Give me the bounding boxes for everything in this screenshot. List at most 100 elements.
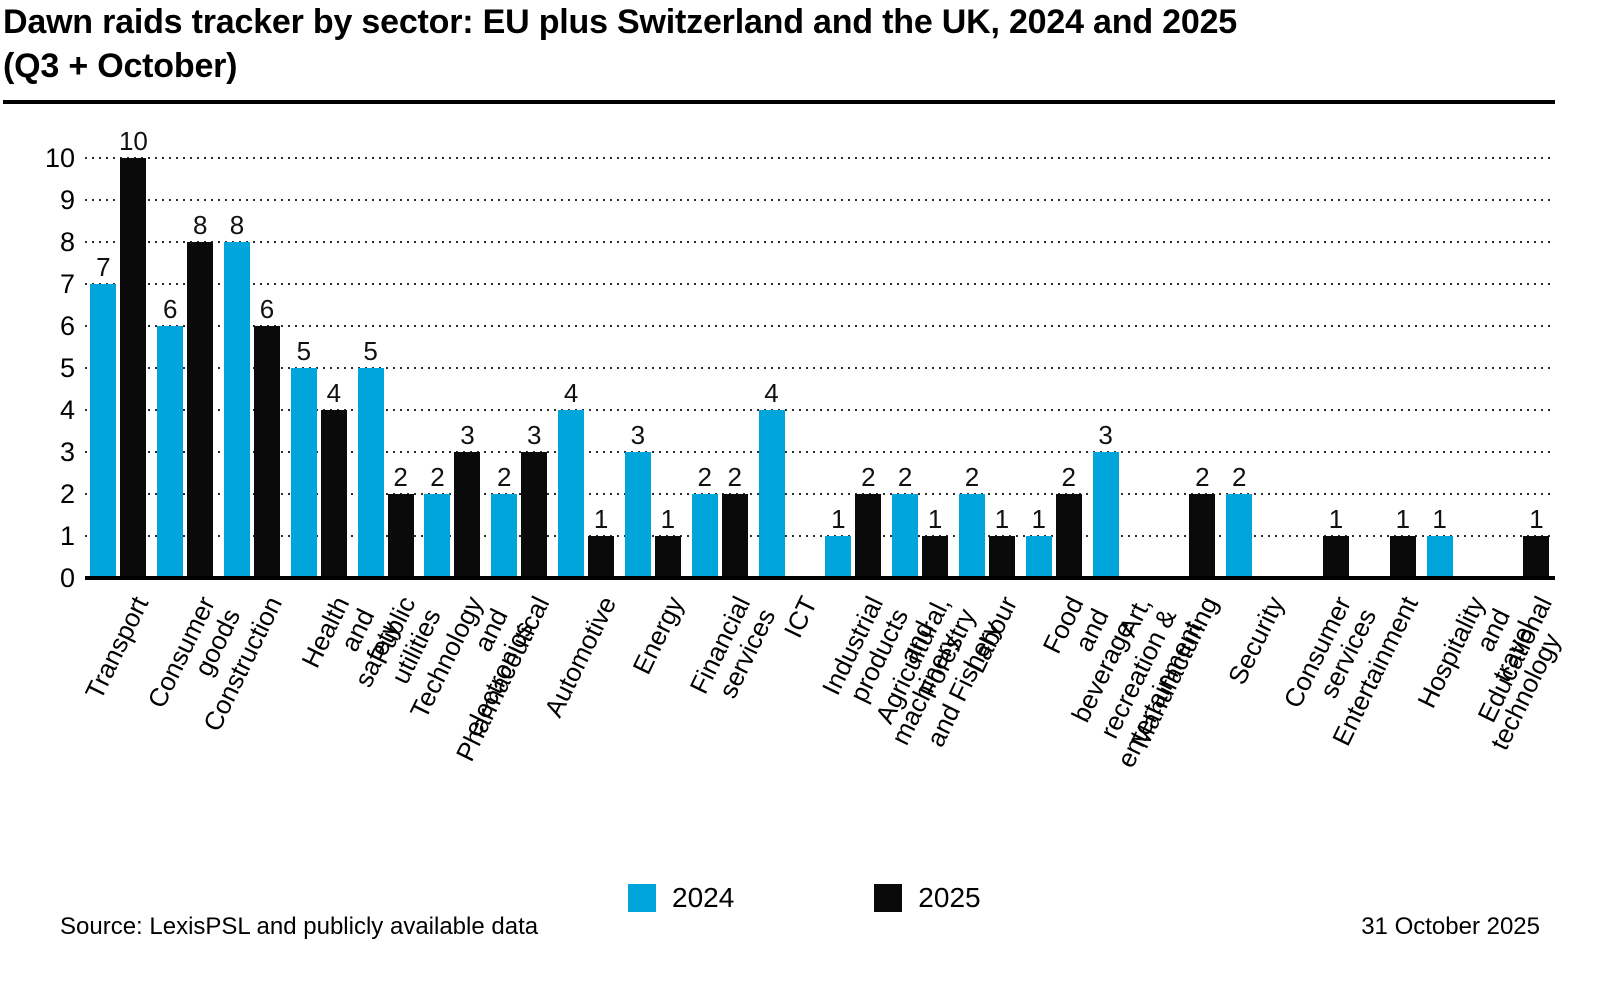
bar-2025: 10 [119, 127, 148, 578]
bar-2025: 1 [922, 505, 949, 578]
bar-value-label: 1 [831, 504, 846, 534]
category-slot: 8 6 Construction [197, 158, 288, 736]
bar-value-label: 5 [296, 336, 312, 366]
bar-2024: 1 [825, 505, 852, 578]
legend-swatch [874, 884, 903, 912]
category-slot: 2 Security [1221, 158, 1290, 689]
bar-2024: 2 [892, 463, 919, 578]
y-tick-label: 10 [44, 143, 75, 173]
bar-value-label: 10 [118, 126, 148, 156]
gridline [85, 451, 1555, 453]
bar-value-label: 2 [430, 462, 445, 492]
bar-2024: 5 [357, 337, 384, 578]
bar-2025: 1 [1323, 505, 1350, 578]
bar-groups: 7 10 Transport 6 8 Consumer goods 8 6 Constructi… [79, 127, 1566, 772]
gridline [85, 283, 1555, 285]
category-slot: 1 Consumer services [1278, 158, 1383, 713]
gridline [85, 241, 1555, 243]
bar-value-label: 2 [727, 462, 742, 492]
y-tick-label: 4 [59, 395, 75, 425]
bar-2024: 2 [1226, 463, 1253, 578]
bar-value-label: 2 [897, 462, 913, 492]
bar-2024: 2 [691, 463, 718, 578]
bar-value-label: 8 [192, 210, 208, 240]
y-tick-label: 6 [59, 311, 75, 341]
category-slot: 4 ICT [753, 158, 823, 642]
bar-2025: 2 [855, 463, 882, 578]
legend-label: 2024 [672, 882, 735, 913]
bar-2024: 4 [758, 379, 785, 578]
y-tick-label: 8 [59, 227, 75, 257]
bar-value-label: 1 [927, 504, 943, 534]
category-slot: 2 1 Labour [954, 158, 1023, 677]
legend-item-2024: 2024 [628, 882, 734, 914]
bar-pair: 1 [1488, 158, 1555, 578]
date-text: 31 October 2025 [1361, 913, 1540, 940]
bar-2024: 2 [491, 463, 518, 578]
category-slot: 1 Hospitality and travel technology [1411, 158, 1566, 755]
plot-area: 0 1 2 3 4 5 6 7 8 9 10 7 10 Transport 6 8 Consumer good… [45, 127, 1566, 772]
bar-value-label: 1 [1031, 504, 1047, 534]
category-slot: 1 Entertainment [1326, 158, 1424, 750]
y-tick-label: 2 [59, 479, 75, 509]
bar-2025: 2 [721, 463, 748, 578]
bar-2024: 7 [90, 253, 117, 578]
category-slot: 3 Art, recreation & entertainment [1087, 158, 1207, 772]
bar-2025: 4 [320, 379, 347, 578]
bar-pair: 1 [1354, 158, 1421, 578]
category-slot: 6 8 Consumer goods [142, 158, 247, 713]
bar-2025: 3 [521, 421, 548, 578]
gridline [85, 325, 1555, 327]
legend: 2024 2025 [628, 882, 981, 914]
bar-2025: 1 [588, 505, 615, 578]
bar-value-label: 2 [861, 462, 876, 492]
bar-pair: 2 [1154, 158, 1221, 578]
bar-value-label: 2 [497, 462, 512, 492]
category-slot: 2 2 Financial services [683, 158, 781, 703]
gridline [85, 367, 1555, 369]
x-axis-label: Security [1222, 591, 1291, 690]
bar-value-label: 2 [1061, 462, 1077, 492]
bar-value-label: 3 [527, 420, 542, 450]
bar-2024: 3 [1092, 421, 1119, 578]
x-axis-label: ICT [777, 591, 823, 643]
bar-2024: 1 [1025, 505, 1052, 578]
legend-label: 2025 [918, 882, 981, 913]
bar-2025: 2 [1055, 463, 1082, 578]
y-tick-label: 9 [59, 185, 75, 215]
bar-value-label: 1 [1395, 504, 1411, 534]
bar-value-label: 3 [1098, 420, 1113, 450]
bar-2025: 6 [254, 295, 281, 578]
bar-value-label: 1 [994, 504, 1010, 534]
bar-value-label: 4 [764, 378, 779, 408]
bar-2025: 1 [988, 505, 1015, 578]
bar-2024: 5 [290, 337, 317, 578]
category-slot: 1 2 Industrial products and machinery [816, 158, 965, 749]
y-tick-label: 7 [59, 269, 75, 299]
legend-item-2025: 2025 [874, 882, 981, 914]
bar-value-label: 4 [563, 378, 579, 408]
category-slot: 2 1 Agricultural, Forestry and Fishery [869, 158, 1006, 751]
gridline [85, 199, 1555, 201]
bar-value-label: 8 [229, 210, 245, 240]
bar-2025: 3 [454, 421, 481, 578]
bar-2025: 8 [187, 211, 214, 578]
bar-value-label: 5 [363, 336, 378, 366]
category-slot: 5 2 Public utilities [352, 158, 447, 688]
bar-2025: 2 [387, 463, 414, 578]
bar-value-label: 1 [660, 504, 676, 534]
x-axis-label: Energy [625, 591, 689, 679]
bar-value-label: 3 [630, 420, 646, 450]
title-divider [3, 100, 1555, 104]
